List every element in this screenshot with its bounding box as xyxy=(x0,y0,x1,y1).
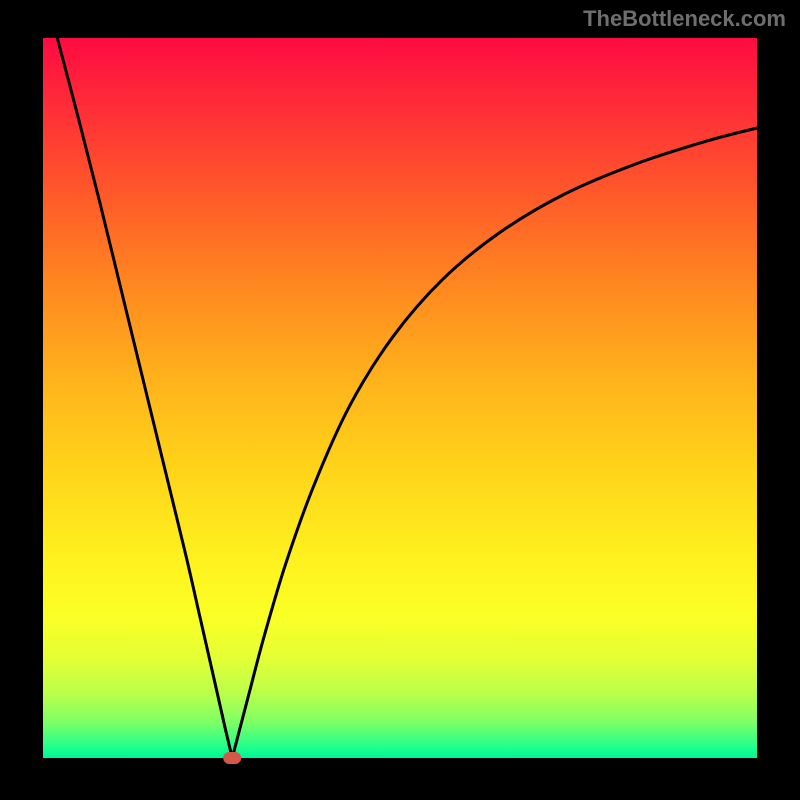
plot-background xyxy=(43,38,757,758)
watermark-text: TheBottleneck.com xyxy=(583,6,786,32)
bottleneck-curve-chart xyxy=(0,0,800,800)
chart-container: TheBottleneck.com xyxy=(0,0,800,800)
optimal-point-marker xyxy=(223,752,241,764)
